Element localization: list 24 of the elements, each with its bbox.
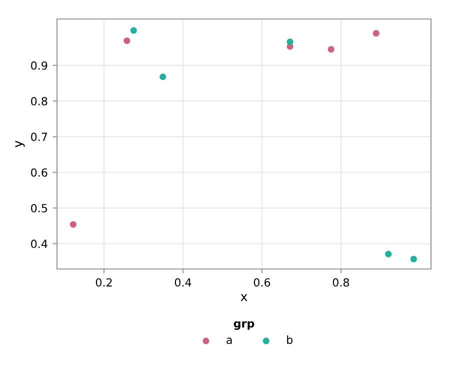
x-tick-label: 0.4: [174, 278, 192, 287]
point: [70, 221, 76, 228]
point: [160, 73, 166, 80]
legend-label: a: [226, 338, 232, 344]
y-tick-label: 0.7: [31, 132, 48, 142]
point: [410, 256, 417, 262]
legend-label: b: [287, 335, 293, 344]
point: [372, 30, 380, 37]
legend-title: grp: [234, 321, 254, 330]
y-tick-label: 0.4: [31, 240, 48, 248]
y-axis-title: y: [15, 140, 25, 148]
y-tick-label: 0.8: [31, 97, 48, 106]
x-tick-label: 0.8: [332, 278, 350, 287]
x-axis-title: x: [240, 294, 248, 302]
point: [130, 27, 137, 34]
y-tick-label: 0.9: [31, 61, 48, 70]
x-tick-label: 0.6: [254, 278, 270, 287]
point: [385, 250, 392, 258]
point: [328, 46, 334, 53]
y-tick-label: 0.6: [31, 168, 48, 177]
point: [286, 38, 294, 46]
point: [124, 37, 130, 44]
x-tick-label: 0.2: [96, 278, 112, 287]
y-tick-label: 0.5: [31, 204, 47, 212]
